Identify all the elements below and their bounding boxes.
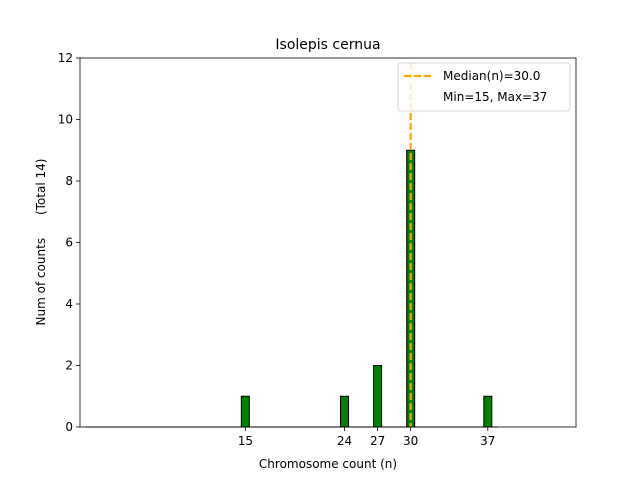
- bar-15: [240, 395, 250, 428]
- bar-24: [340, 395, 350, 428]
- bars-group: [85, 149, 498, 428]
- y-tick-label-2: 2: [65, 359, 73, 373]
- y-axis-label: Num of counts (Total 14): [34, 159, 48, 326]
- legend-box: [397, 62, 571, 112]
- plot-frame: [79, 57, 577, 428]
- y-tick-label-0: 0: [65, 420, 73, 434]
- x-tick-label-24: 24: [337, 434, 352, 448]
- bar-27: [373, 365, 383, 428]
- y-tick-label-12: 12: [58, 51, 73, 65]
- x-tick-label-30: 30: [403, 434, 418, 448]
- x-tick-label-37: 37: [480, 434, 495, 448]
- y-axis-ticks: 0 2 4 6 8 10 12: [58, 51, 80, 434]
- legend-entry-median: Median(n)=30.0: [443, 69, 540, 83]
- legend: Median(n)=30.0 Min=15, Max=37: [397, 62, 571, 112]
- x-tick-label-27: 27: [370, 434, 385, 448]
- y-tick-label-6: 6: [65, 236, 73, 250]
- x-axis-ticks: 15 24 27 30 37: [238, 427, 495, 448]
- x-tick-label-15: 15: [238, 434, 253, 448]
- bar-37: [483, 395, 493, 428]
- x-axis-label: Chromosome count (n): [259, 457, 397, 471]
- y-tick-label-8: 8: [65, 174, 73, 188]
- chart-title: Isolepis cernua: [275, 37, 380, 53]
- y-tick-label-4: 4: [65, 297, 73, 311]
- legend-entry-minmax: Min=15, Max=37: [443, 90, 547, 104]
- y-tick-label-10: 10: [58, 113, 73, 127]
